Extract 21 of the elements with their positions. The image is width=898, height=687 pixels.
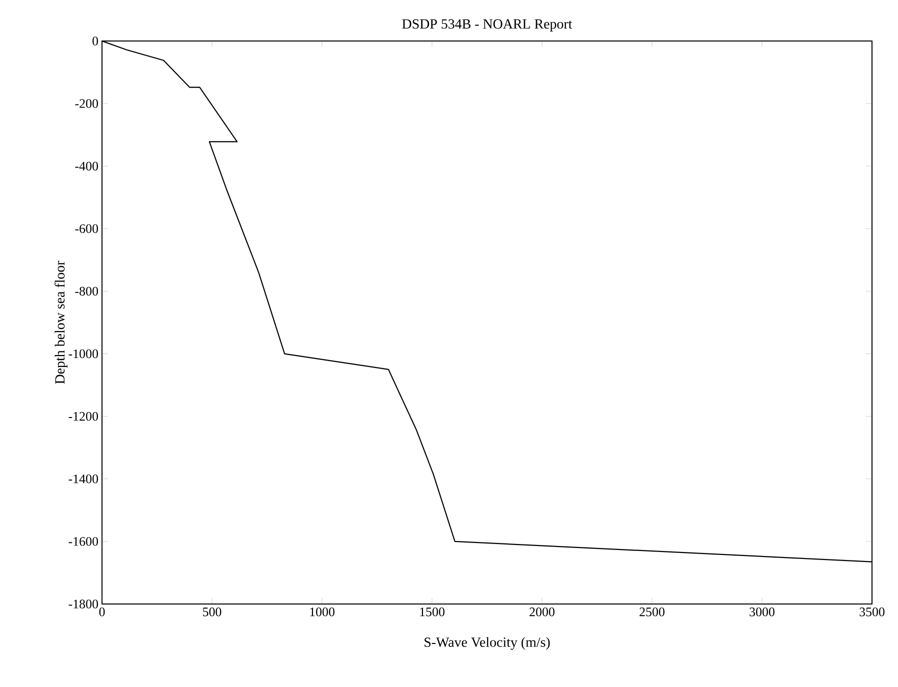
- x-tick-label: 1500: [420, 608, 444, 616]
- y-tick-label: -600: [75, 224, 98, 234]
- y-tick-label: -1200: [68, 412, 98, 421]
- x-tick-label: 0: [99, 608, 105, 616]
- chart-title: DSDP 534B - NOARL Report: [402, 19, 572, 32]
- x-tick-label: 1000: [310, 608, 334, 616]
- y-tick-label: -400: [75, 162, 98, 170]
- x-tick-label: 500: [203, 608, 222, 616]
- y-tick-label: -1000: [68, 349, 98, 358]
- y-tick-label: -1600: [68, 537, 98, 546]
- y-tick-label: -800: [75, 286, 98, 296]
- x-axis-title: S-Wave Velocity (m/s): [424, 637, 550, 650]
- y-axis-title: Depth below sea floor: [54, 260, 68, 384]
- x-tick-label: 2500: [640, 608, 664, 616]
- x-tick-label: 3000: [750, 608, 774, 616]
- x-tick-label: 2000: [530, 608, 554, 616]
- x-tick-label: 3500: [860, 608, 884, 616]
- y-tick-label: -200: [75, 99, 98, 108]
- y-tick-label: 0: [92, 36, 98, 46]
- y-tick-label: -1800: [68, 600, 98, 608]
- y-tick-label: -1400: [68, 474, 98, 484]
